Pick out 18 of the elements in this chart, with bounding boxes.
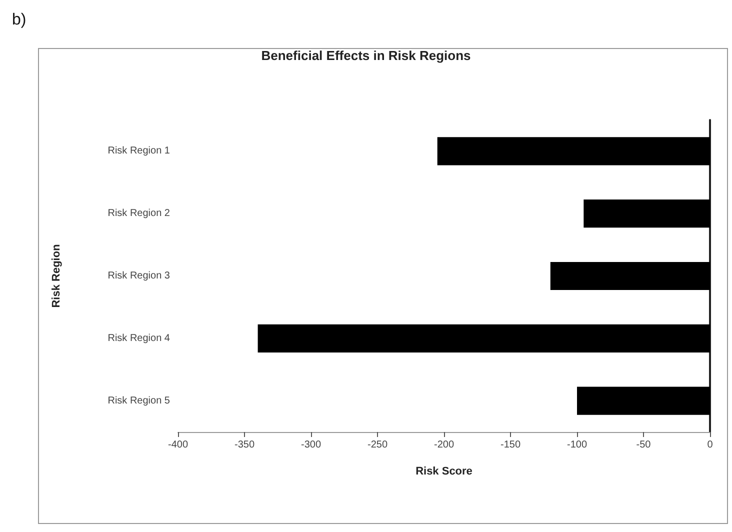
x-tick-label: -400 (168, 440, 188, 450)
y-tick-label: Risk Region 1 (108, 146, 170, 157)
y-tick-label: Risk Region 5 (108, 395, 170, 406)
x-tick-label: -350 (234, 440, 255, 450)
y-tick-label: Risk Region 3 (108, 270, 170, 282)
y-tick-label: Risk Region 4 (108, 332, 170, 344)
x-tick-label: 0 (707, 440, 714, 450)
x-tick-label: -250 (367, 440, 388, 450)
y-axis-title: Risk Region (50, 244, 62, 308)
text: b) (12, 12, 26, 28)
chart-title: Beneficial Effects in Risk Regions (261, 48, 471, 63)
x-tick-label: -50 (636, 440, 652, 450)
x-tick-label: -150 (500, 440, 521, 450)
y-tick-label: Risk Region 2 (108, 208, 170, 220)
x-tick-label: -200 (434, 440, 454, 450)
x-tick-label: -300 (300, 440, 322, 450)
x-axis-title: Risk Score (416, 466, 472, 478)
x-tick-label: -100 (566, 440, 588, 450)
